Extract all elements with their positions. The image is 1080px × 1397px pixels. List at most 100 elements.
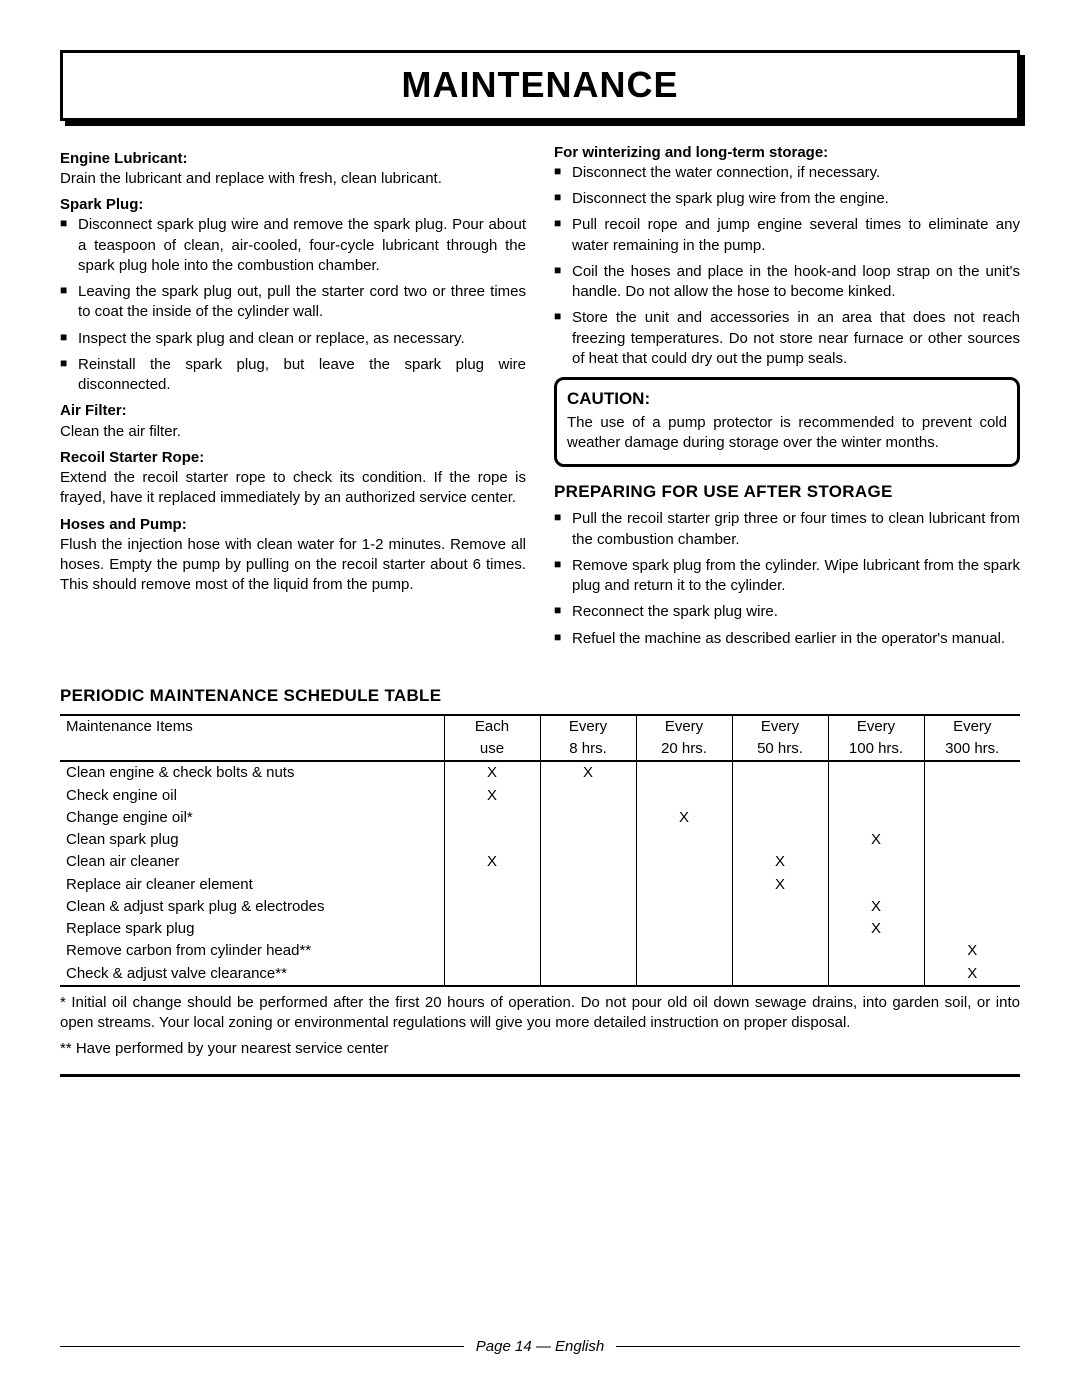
table-cell: [924, 785, 1020, 807]
table-cell: [828, 874, 924, 896]
caution-box: CAUTION: The use of a pump protector is …: [554, 377, 1020, 466]
table-cell: [540, 851, 636, 873]
right-column: For winterizing and long-term storage: D…: [554, 143, 1020, 655]
engine-lubricant-heading: Engine Lubricant:: [60, 149, 526, 169]
table-cell: [540, 896, 636, 918]
table-row: Replace spark plugX: [60, 918, 1020, 940]
page-footer: Page 14 — English: [60, 1337, 1020, 1357]
row-label: Check & adjust valve clearance**: [60, 963, 444, 986]
table-cell: [444, 940, 540, 962]
table-cell: X: [828, 918, 924, 940]
table-cell: [924, 761, 1020, 784]
table-cell: [828, 761, 924, 784]
list-item: Inspect the spark plug and clean or repl…: [60, 329, 526, 349]
note-2: ** Have performed by your nearest servic…: [60, 1039, 1020, 1059]
table-row: Clean engine & check bolts & nutsXX: [60, 761, 1020, 784]
list-item: Coil the hoses and place in the hook-and…: [554, 262, 1020, 303]
note-1: * Initial oil change should be performed…: [60, 993, 1020, 1034]
table-heading: PERIODIC MAINTENANCE SCHEDULE TABLE: [60, 685, 1020, 708]
maintenance-table: Maintenance Items Each Every Every Every…: [60, 714, 1020, 987]
col-header: Every: [924, 715, 1020, 738]
col-header: Every: [732, 715, 828, 738]
col-header: Every: [828, 715, 924, 738]
table-cell: [540, 785, 636, 807]
row-label: Clean air cleaner: [60, 851, 444, 873]
table-cell: [732, 829, 828, 851]
table-cell: X: [444, 761, 540, 784]
col-header: Every: [540, 715, 636, 738]
table-cell: [924, 874, 1020, 896]
table-cell: [636, 918, 732, 940]
spark-plug-list: Disconnect spark plug wire and remove th…: [60, 215, 526, 395]
table-cell: X: [732, 874, 828, 896]
row-label: Clean & adjust spark plug & electrodes: [60, 896, 444, 918]
table-cell: X: [924, 940, 1020, 962]
table-cell: X: [828, 829, 924, 851]
footer-text: Page 14 — English: [476, 1337, 604, 1357]
list-item: Disconnect spark plug wire and remove th…: [60, 215, 526, 276]
col-header: 100 hrs.: [828, 738, 924, 761]
hoses-heading: Hoses and Pump:: [60, 515, 526, 535]
table-cell: [732, 963, 828, 986]
col-header: Every: [636, 715, 732, 738]
list-item: Pull the recoil starter grip three or fo…: [554, 509, 1020, 550]
list-item: Reinstall the spark plug, but leave the …: [60, 355, 526, 396]
table-cell: X: [636, 807, 732, 829]
row-label: Remove carbon from cylinder head**: [60, 940, 444, 962]
list-item: Reconnect the spark plug wire.: [554, 602, 1020, 622]
table-cell: [636, 963, 732, 986]
table-cell: [924, 896, 1020, 918]
col-header: 300 hrs.: [924, 738, 1020, 761]
table-cell: [444, 918, 540, 940]
table-cell: [924, 851, 1020, 873]
row-label: Change engine oil*: [60, 807, 444, 829]
table-cell: [636, 761, 732, 784]
table-head: Maintenance Items Each Every Every Every…: [60, 715, 1020, 762]
table-cell: [732, 940, 828, 962]
table-cell: [732, 807, 828, 829]
bottom-rule: [60, 1074, 1020, 1077]
table-row: Check engine oilX: [60, 785, 1020, 807]
engine-lubricant-text: Drain the lubricant and replace with fre…: [60, 169, 526, 189]
spark-plug-heading: Spark Plug:: [60, 195, 526, 215]
col-header: 8 hrs.: [540, 738, 636, 761]
table-row: Clean air cleanerXX: [60, 851, 1020, 873]
table-cell: [636, 896, 732, 918]
row-label: Check engine oil: [60, 785, 444, 807]
table-cell: [732, 761, 828, 784]
recoil-heading: Recoil Starter Rope:: [60, 448, 526, 468]
air-filter-text: Clean the air filter.: [60, 422, 526, 442]
table-cell: [540, 807, 636, 829]
list-item: Disconnect the water connection, if nece…: [554, 163, 1020, 183]
hoses-text: Flush the injection hose with clean wate…: [60, 535, 526, 596]
table-cell: [540, 874, 636, 896]
table-cell: X: [732, 851, 828, 873]
table-cell: [924, 829, 1020, 851]
recoil-text: Extend the recoil starter rope to check …: [60, 468, 526, 509]
table-cell: X: [828, 896, 924, 918]
table-row: Change engine oil* X: [60, 807, 1020, 829]
table-cell: [444, 807, 540, 829]
table-cell: X: [444, 851, 540, 873]
table-cell: [636, 785, 732, 807]
winterizing-heading: For winterizing and long-term storage:: [554, 143, 1020, 163]
table-cell: [636, 874, 732, 896]
row-label: Replace air cleaner element: [60, 874, 444, 896]
air-filter-heading: Air Filter:: [60, 401, 526, 421]
table-cell: [540, 940, 636, 962]
preparing-heading: PREPARING FOR USE AFTER STORAGE: [554, 481, 1020, 504]
table-cell: [444, 829, 540, 851]
caution-heading: CAUTION:: [567, 388, 1007, 411]
table-cell: [732, 896, 828, 918]
col-header: Maintenance Items: [60, 715, 444, 738]
page-title: MAINTENANCE: [63, 61, 1017, 110]
winterizing-list: Disconnect the water connection, if nece…: [554, 163, 1020, 369]
table-cell: [828, 807, 924, 829]
table-cell: [828, 940, 924, 962]
row-label: Clean spark plug: [60, 829, 444, 851]
table-cell: [540, 918, 636, 940]
table-row: Clean spark plug X: [60, 829, 1020, 851]
list-item: Refuel the machine as described earlier …: [554, 629, 1020, 649]
table-row: Replace air cleaner element X: [60, 874, 1020, 896]
col-header: 20 hrs.: [636, 738, 732, 761]
